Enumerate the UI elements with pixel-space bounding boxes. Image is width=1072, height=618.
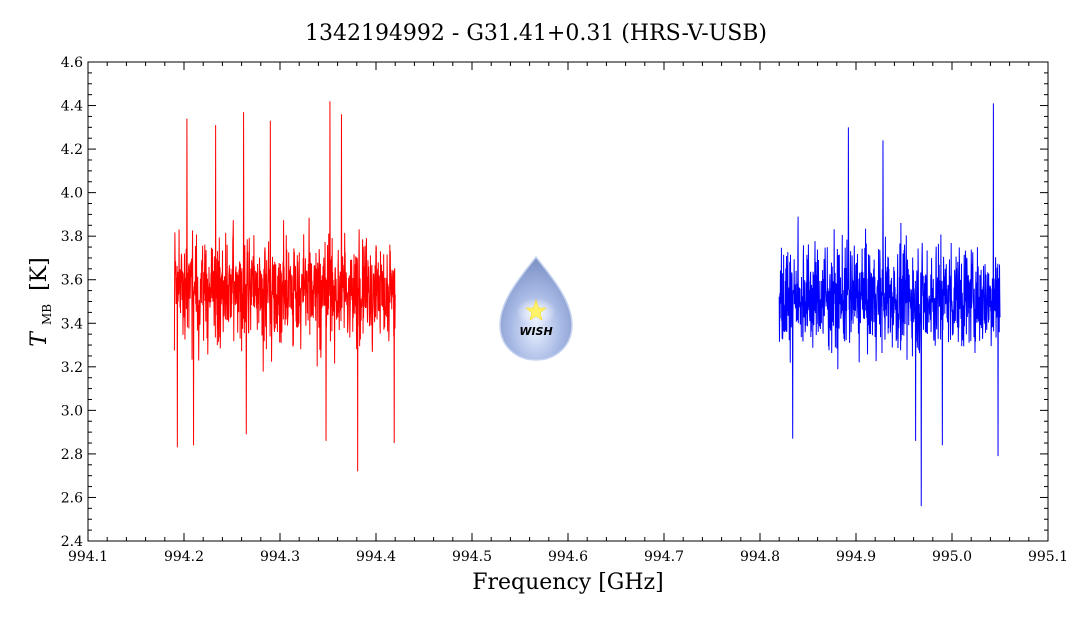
y-axis-label-unit: [K] <box>27 257 52 291</box>
y-tick-label: 3.8 <box>61 229 83 245</box>
x-tick-label: 994.8 <box>740 549 780 565</box>
x-tick-label: 994.5 <box>452 549 492 565</box>
y-axis-label-symbol: T <box>27 330 52 347</box>
spectrum-series-1 <box>173 101 396 472</box>
x-tick-label: 994.2 <box>164 549 204 565</box>
spectrum-series-2 <box>778 103 1001 507</box>
x-tick-labels: 994.1 994.2 994.3 994.4 994.5 994.6 994.7 994.8… <box>68 549 1068 565</box>
wish-droplet-icon: WISH <box>499 255 573 361</box>
y-tick-label: 4.4 <box>61 99 83 115</box>
y-tick-label: 4.0 <box>61 186 83 202</box>
y-tick-label: 2.8 <box>61 447 83 463</box>
y-tick-label: 3.6 <box>61 273 83 289</box>
wish-logo-text: WISH <box>519 325 552 338</box>
y-tick-label: 4.6 <box>61 55 83 71</box>
y-tick-label: 3.4 <box>61 316 83 332</box>
x-tick-label: 994.4 <box>356 549 396 565</box>
plot-series-layer <box>173 101 1001 507</box>
x-tick-label: 994.1 <box>68 549 108 565</box>
y-axis-label: T MB [K] <box>27 257 57 346</box>
y-tick-label: 2.4 <box>61 534 83 550</box>
x-tick-label: 994.3 <box>260 549 300 565</box>
y-tick-label: 4.2 <box>61 142 83 158</box>
y-axis-label-subscript: MB <box>40 304 54 325</box>
y-tick-labels: 2.4 2.6 2.8 3.0 3.2 3.4 3.6 3.8 4.0 4.2 4.4 4.6 <box>61 55 83 550</box>
axis-ticks <box>87 61 1049 542</box>
wish-star-icon <box>525 299 547 321</box>
x-tick-label: 995.1 <box>1028 549 1068 565</box>
svg-text:T MB [K]: T MB [K] <box>27 257 57 346</box>
x-tick-label: 995.0 <box>932 549 972 565</box>
x-tick-label: 994.9 <box>836 549 876 565</box>
chart-title: 1342194992 - G31.41+0.31 (HRS-V-USB) <box>305 21 767 46</box>
y-tick-label: 2.6 <box>61 490 83 506</box>
y-tick-label: 3.0 <box>61 403 83 419</box>
x-tick-label: 994.7 <box>644 549 684 565</box>
y-tick-label: 3.2 <box>61 360 83 376</box>
x-axis-label: Frequency [GHz] <box>472 570 664 595</box>
x-tick-label: 994.6 <box>548 549 588 565</box>
